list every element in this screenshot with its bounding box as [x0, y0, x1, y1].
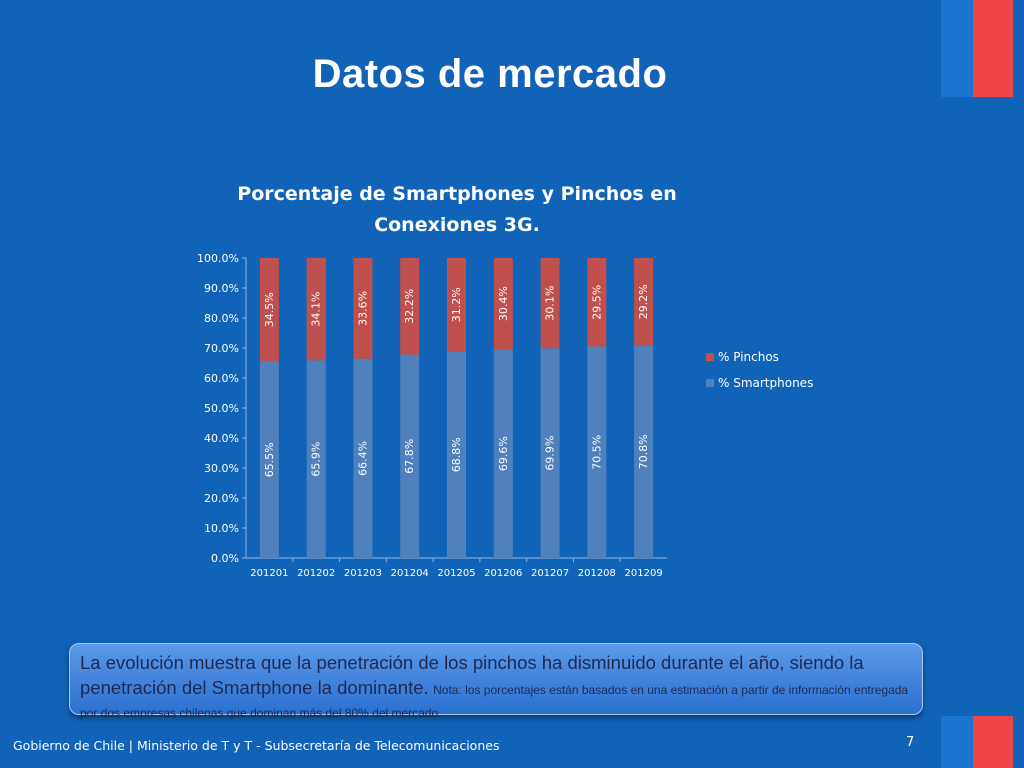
smartphones-bar-segment: [540, 348, 560, 558]
smartphones-data-label: 70.8%: [637, 434, 650, 469]
y-tick-label: 50.0%: [204, 402, 239, 415]
smartphones-bar-segment: [306, 360, 326, 558]
pinchos-data-label: 32.2%: [403, 289, 416, 324]
pinchos-data-label: 30.1%: [544, 286, 557, 321]
corner-red-bar-top: [973, 0, 1013, 97]
smartphones-bar-segment: [353, 358, 373, 558]
legend-swatch-pinchos: [706, 353, 714, 361]
pinchos-bar-segment: [400, 258, 420, 355]
y-tick-label: 90.0%: [204, 282, 239, 295]
pinchos-bar-segment: [353, 258, 373, 359]
chart-title-line-2: Conexiones 3G.: [374, 214, 540, 236]
smartphones-bar-segment: [493, 349, 513, 558]
smartphones-bar-segment: [400, 354, 420, 558]
pinchos-data-label: 31.2%: [450, 287, 463, 322]
pinchos-data-label: 34.1%: [310, 292, 323, 327]
pinchos-data-label: 29.2%: [637, 284, 650, 319]
footer-text: Gobierno de Chile | Ministerio de T y T …: [13, 738, 500, 753]
x-category-label: 201207: [531, 568, 569, 579]
x-category-label: 201202: [297, 568, 335, 579]
pinchos-bar-segment: [447, 258, 466, 352]
note-main-text: La evolución muestra que la penetración …: [80, 652, 864, 698]
y-tick-label: 10.0%: [204, 522, 239, 535]
y-tick-label: 100.0%: [197, 252, 239, 265]
x-category-label: 201205: [437, 568, 475, 579]
smartphones-bar-segment: [587, 346, 607, 558]
y-tick-label: 40.0%: [204, 432, 239, 445]
x-category-label: 201206: [484, 568, 522, 579]
smartphones-data-label: 65.9%: [310, 442, 323, 477]
x-category-label: 201203: [344, 568, 382, 579]
y-tick-label: 80.0%: [204, 312, 239, 325]
legend-label-smartphones: % Smartphones: [718, 376, 813, 390]
smartphones-bar-segment: [447, 351, 466, 558]
legend-label-pinchos: % Pinchos: [718, 350, 779, 364]
smartphones-data-label: 66.4%: [356, 441, 369, 476]
note-box: La evolución muestra que la penetración …: [69, 643, 923, 720]
note-small-text: Nota: los porcentajes están basados en u…: [80, 683, 909, 720]
pinchos-bar-segment: [587, 258, 607, 347]
legend-swatch-smartphones: [706, 379, 714, 387]
x-category-label: 201201: [250, 568, 288, 579]
slide-title: Datos de mercado: [312, 52, 668, 96]
corner-decoration-top: [941, 0, 973, 97]
pinchos-data-label: 29.5%: [590, 285, 603, 320]
corner-red-bar-bottom: [973, 716, 1013, 768]
pinchos-data-label: 33.6%: [356, 291, 369, 326]
smartphones-data-label: 68.8%: [450, 437, 463, 472]
smartphones-data-label: 70.5%: [590, 435, 603, 470]
corner-decoration-bottom: [941, 716, 973, 768]
stacked-bar-chart: Porcentaje de Smartphones y Pinchos en C…: [197, 183, 813, 579]
smartphones-bar-segment: [259, 361, 279, 558]
y-tick-label: 30.0%: [204, 462, 239, 475]
pinchos-bar-segment: [540, 258, 560, 349]
smartphones-data-label: 65.5%: [263, 442, 276, 477]
pinchos-bar-segment: [634, 258, 654, 346]
y-tick-label: 20.0%: [204, 492, 239, 505]
page-number: 7: [906, 735, 915, 750]
smartphones-data-label: 67.8%: [403, 439, 416, 474]
pinchos-data-label: 34.5%: [263, 292, 276, 327]
y-tick-label: 70.0%: [204, 342, 239, 355]
y-tick-label: 60.0%: [204, 372, 239, 385]
pinchos-bar-segment: [493, 258, 513, 350]
pinchos-data-label: 30.4%: [497, 286, 510, 321]
x-category-label: 201208: [578, 568, 616, 579]
x-category-label: 201209: [625, 568, 663, 579]
pinchos-bar-segment: [259, 258, 279, 362]
pinchos-bar-segment: [306, 258, 326, 361]
y-tick-label: 0.0%: [211, 552, 239, 565]
x-category-label: 201204: [391, 568, 429, 579]
smartphones-bar-segment: [634, 345, 654, 558]
smartphones-data-label: 69.9%: [544, 436, 557, 471]
smartphones-data-label: 69.6%: [497, 436, 510, 471]
chart-title-line-1: Porcentaje de Smartphones y Pinchos en: [237, 183, 676, 205]
